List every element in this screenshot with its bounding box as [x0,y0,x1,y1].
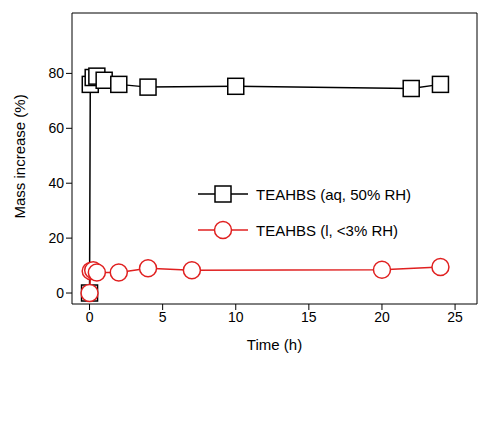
svg-text:25: 25 [447,309,463,325]
html-text:TEAHBS (aq, 50% RH): TEAHBS (aq, 50% RH) [256,185,411,203]
svg-text:40: 40 [48,175,64,191]
svg-text:0: 0 [56,285,64,301]
svg-text:15: 15 [301,309,317,325]
svg-text:Mass increase (%): Mass increase (%) [11,94,28,218]
svg-text:0: 0 [86,309,94,325]
svg-text:Time (h): Time (h) [247,336,302,353]
svg-text:80: 80 [48,65,64,81]
svg-text:10: 10 [228,309,244,325]
svg-text:60: 60 [48,120,64,136]
svg-text:5: 5 [159,309,167,325]
html-text:TEAHBS (l, <3% RH): TEAHBS (l, <3% RH) [256,221,399,239]
svg-text:20: 20 [48,230,64,246]
svg-text:20: 20 [374,309,390,325]
